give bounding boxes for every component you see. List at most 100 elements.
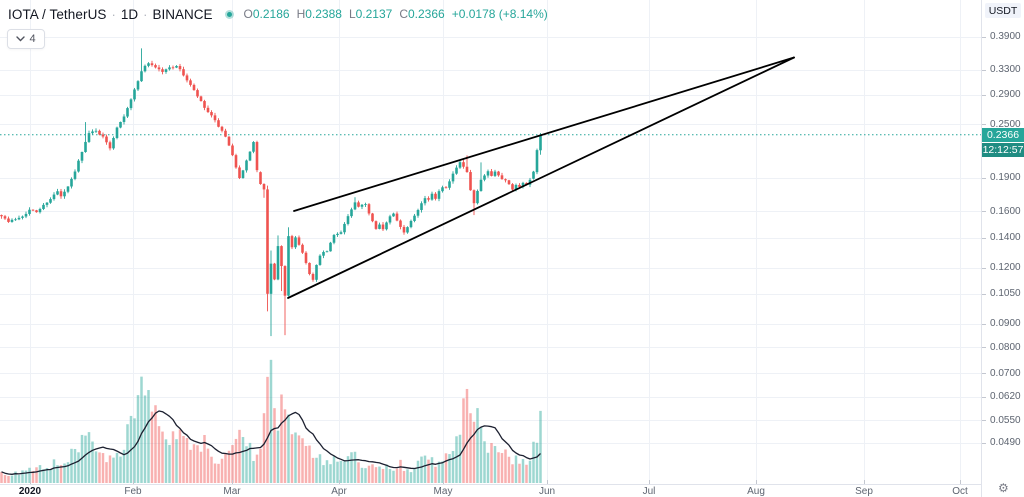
volume-bar: [199, 451, 203, 483]
candle-body: [290, 236, 294, 248]
separator-dot: ·: [143, 6, 148, 22]
price-chart-canvas[interactable]: [0, 0, 982, 497]
symbol-title[interactable]: IOTA / TetherUS: [8, 6, 107, 22]
candle-body: [304, 252, 308, 263]
volume-bar: [416, 460, 420, 483]
candle-body: [451, 173, 455, 182]
volume-bar: [458, 434, 462, 483]
axis-settings-gear-icon[interactable]: ⚙: [998, 481, 1009, 495]
axis-currency-badge[interactable]: USDT: [985, 3, 1021, 18]
volume-bar: [31, 471, 35, 483]
candle-body: [87, 133, 91, 142]
price-axis[interactable]: USDT 0.2366 12:12:57 0.3900 0.3300 0.2900 0…: [982, 0, 1024, 497]
candle-body: [318, 255, 322, 265]
candle-body: [66, 186, 70, 192]
candle-body: [283, 266, 287, 296]
volume-bar: [304, 445, 308, 483]
candle-body: [171, 67, 175, 69]
price-axis-tick: [982, 37, 986, 38]
candle-body: [21, 216, 24, 218]
candle-body: [444, 187, 448, 189]
candle-body: [192, 84, 196, 91]
volume-ma-line: [1, 410, 541, 475]
volume-bar: [245, 446, 248, 483]
candle-body: [269, 263, 273, 294]
price-axis-label: 0.1050: [990, 288, 1021, 300]
candle-body: [38, 208, 42, 213]
volume-bar: [168, 444, 171, 483]
volume-bar: [455, 436, 458, 483]
candle-body: [108, 142, 112, 149]
candle-body: [336, 233, 339, 236]
legend-collapse-button[interactable]: 4: [7, 29, 45, 49]
volume-bar: [339, 460, 343, 483]
volume-bar: [56, 465, 59, 483]
candle-body: [507, 180, 511, 185]
exchange-label[interactable]: BINANCE: [152, 6, 213, 22]
volume-bar: [420, 456, 423, 483]
volume-bar: [252, 460, 255, 483]
candle-body: [329, 242, 332, 252]
volume-bar: [469, 413, 472, 483]
volume-bar: [500, 453, 504, 483]
candle-body: [511, 184, 514, 190]
candle-body: [185, 75, 189, 81]
volume-bar: [507, 456, 511, 483]
candle-body: [154, 65, 157, 68]
volume-bar: [521, 458, 525, 483]
candle-body: [203, 101, 206, 108]
candle-body: [406, 227, 409, 233]
candle-body: [399, 220, 402, 227]
candle-body: [315, 264, 318, 280]
volume-bar: [112, 457, 115, 483]
interval-label[interactable]: 1D: [120, 6, 139, 22]
candle-body: [469, 172, 472, 191]
candle-body: [535, 150, 539, 173]
candle-body: [437, 191, 441, 199]
candle-body: [147, 63, 150, 66]
volume-bar: [434, 466, 437, 483]
hidden-indicators-count: 4: [29, 33, 36, 45]
volume-bar: [133, 418, 136, 483]
volume-bar: [227, 450, 231, 483]
volume-bar: [154, 405, 157, 483]
candle-body: [241, 170, 245, 179]
wedge-upper-trendline[interactable]: [293, 56, 795, 212]
candle-wick: [15, 217, 16, 221]
price-axis-label: 0.2500: [990, 118, 1021, 130]
time-axis-tick: [756, 480, 757, 484]
volume-bar: [329, 464, 332, 483]
price-axis-tick: [982, 420, 986, 421]
time-axis-tick: [133, 480, 134, 484]
candle-body: [455, 167, 458, 174]
candle-wick: [85, 122, 86, 153]
volume-bar: [535, 442, 539, 483]
candle-body: [217, 120, 220, 127]
candle-body: [248, 151, 252, 161]
candle-body: [357, 202, 360, 207]
price-axis-tick: [982, 324, 986, 325]
candle-body: [346, 216, 350, 224]
candle-body: [234, 155, 238, 168]
volume-bar: [437, 461, 441, 483]
candle-body: [420, 203, 423, 211]
volume-bar: [343, 461, 346, 483]
candle-body: [287, 236, 290, 296]
volume-bar: [98, 452, 101, 483]
time-axis-tick: [443, 480, 444, 484]
volume-bar: [119, 456, 122, 483]
candle-body: [395, 213, 399, 221]
candle-body: [10, 219, 14, 222]
candle-body: [24, 213, 28, 217]
volume-bar: [357, 462, 360, 483]
volume-bar: [290, 434, 294, 483]
candle-body: [17, 217, 21, 220]
volume-bar: [28, 467, 31, 483]
candle-body: [56, 191, 59, 195]
market-status-icon[interactable]: [224, 9, 234, 19]
candle-wick: [1, 214, 2, 219]
volume-bar: [91, 441, 94, 483]
wedge-lower-trendline[interactable]: [287, 56, 795, 299]
candle-body: [31, 209, 35, 211]
candle-body: [297, 237, 301, 245]
